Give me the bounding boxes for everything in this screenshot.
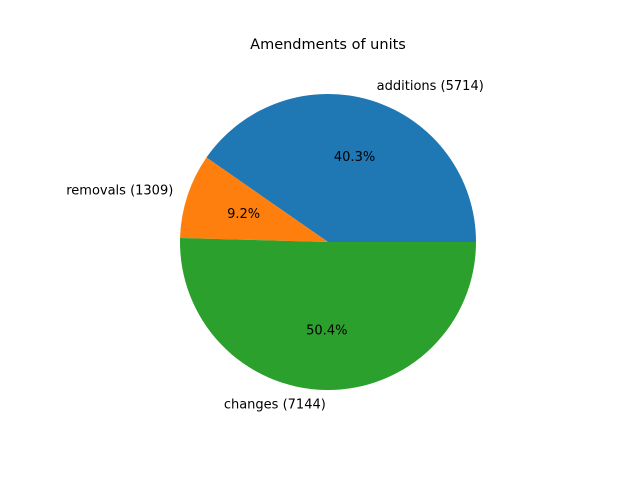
pie-percent-label-0: 40.3% <box>334 150 375 165</box>
pie-percent-label-2: 50.4% <box>306 323 347 338</box>
pie-slice-1 <box>180 157 328 242</box>
pie-percent-label-1: 9.2% <box>227 207 260 222</box>
pie-category-label-0: additions (5714) <box>377 79 484 94</box>
pie-slice-0 <box>206 94 476 243</box>
pie-category-label-1: removals (1309) <box>66 184 173 199</box>
pie-slice-2 <box>180 238 476 390</box>
chart-title: Amendments of units <box>250 37 406 53</box>
pie-slices <box>180 94 476 390</box>
pie-labels: 40.3% additions (5714) 9.2% removals (1309)… <box>66 79 484 412</box>
pie-category-label-2: changes (7144) <box>224 397 326 412</box>
